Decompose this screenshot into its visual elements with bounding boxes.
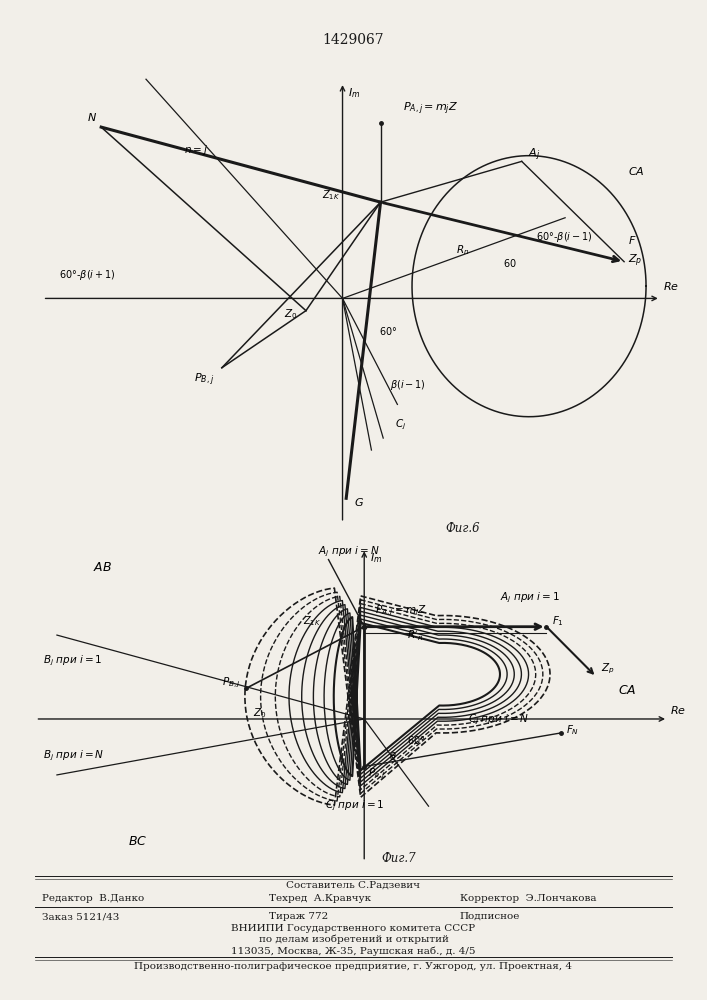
Text: Редактор  В.Данко: Редактор В.Данко bbox=[42, 894, 145, 903]
Text: $A_j$ при $i=1$: $A_j$ при $i=1$ bbox=[500, 591, 560, 605]
Text: $Z_p$: $Z_p$ bbox=[628, 253, 642, 269]
Text: $Re$: $Re$ bbox=[663, 280, 679, 292]
Text: Подписное: Подписное bbox=[460, 912, 520, 921]
Text: $Z_{1K}$: $Z_{1K}$ bbox=[303, 614, 322, 628]
Text: Корректор  Э.Лончакова: Корректор Э.Лончакова bbox=[460, 894, 596, 903]
Text: Производственно-полиграфическое предприятие, г. Ужгород, ул. Проектная, 4: Производственно-полиграфическое предприя… bbox=[134, 962, 573, 971]
Text: $CA$: $CA$ bbox=[618, 684, 636, 697]
Text: $F_N$: $F_N$ bbox=[566, 723, 580, 737]
Text: $AB$: $AB$ bbox=[93, 561, 112, 574]
Text: $G$: $G$ bbox=[354, 496, 363, 508]
Text: Фиг.7: Фиг.7 bbox=[382, 852, 416, 865]
Text: $CA$: $CA$ bbox=[629, 165, 645, 177]
Text: $P_{A,j}=m_j Z$: $P_{A,j}=m_j Z$ bbox=[375, 603, 426, 618]
Text: $\theta$: $\theta$ bbox=[390, 750, 397, 762]
Text: $n=j$: $n=j$ bbox=[184, 143, 209, 157]
Text: $Z_0$: $Z_0$ bbox=[284, 307, 297, 321]
Text: $60°$-$\beta(i-1)$: $60°$-$\beta(i-1)$ bbox=[537, 230, 593, 244]
Text: $R'_n$: $R'_n$ bbox=[407, 629, 423, 643]
Text: 1429067: 1429067 bbox=[322, 33, 385, 47]
Text: Составитель С.Радзевич: Составитель С.Радзевич bbox=[286, 881, 421, 890]
Text: $C_j$ при $i=N$: $C_j$ при $i=N$ bbox=[468, 712, 530, 727]
Text: по делам изобретений и открытий: по делам изобретений и открытий bbox=[259, 935, 448, 944]
Text: $60$: $60$ bbox=[503, 257, 517, 269]
Text: 113035, Москва, Ж-35, Раушская наб., д. 4/5: 113035, Москва, Ж-35, Раушская наб., д. … bbox=[231, 946, 476, 956]
Text: $\beta(i-1)$: $\beta(i-1)$ bbox=[390, 378, 426, 392]
Text: Заказ 5121/43: Заказ 5121/43 bbox=[42, 912, 119, 921]
Text: $B_j$ при $i=1$: $B_j$ при $i=1$ bbox=[42, 653, 102, 668]
Text: $A_j$ при $i=N$: $A_j$ при $i=N$ bbox=[317, 544, 380, 559]
Text: $I_m$: $I_m$ bbox=[349, 86, 361, 100]
Text: Тираж 772: Тираж 772 bbox=[269, 912, 328, 921]
Text: Техред  А.Кравчук: Техред А.Кравчук bbox=[269, 894, 370, 903]
Text: Фиг.6: Фиг.6 bbox=[445, 522, 480, 535]
Text: $60°$-$\beta(i+1)$: $60°$-$\beta(i+1)$ bbox=[59, 268, 116, 282]
Text: $Z_0$: $Z_0$ bbox=[253, 706, 267, 720]
Text: $60°$: $60°$ bbox=[407, 734, 426, 746]
Text: $BC$: $BC$ bbox=[129, 835, 148, 848]
Text: $C_j$ при $i=1$: $C_j$ при $i=1$ bbox=[325, 799, 385, 813]
Text: $P_{B,j}$: $P_{B,j}$ bbox=[194, 372, 214, 388]
Text: $C_j$: $C_j$ bbox=[395, 418, 407, 432]
Text: $A_j$: $A_j$ bbox=[527, 147, 540, 163]
Text: $P_{B,j}$: $P_{B,j}$ bbox=[221, 676, 240, 690]
Text: $I_m$: $I_m$ bbox=[370, 551, 382, 565]
Text: $B_j$ при $i=N$: $B_j$ при $i=N$ bbox=[42, 749, 104, 763]
Text: ВНИИПИ Государственного комитета СССР: ВНИИПИ Государственного комитета СССР bbox=[231, 924, 476, 933]
Text: $Re$: $Re$ bbox=[670, 704, 686, 716]
Text: $F_1$: $F_1$ bbox=[552, 614, 564, 628]
Text: $P_{A,j}=m_j Z$: $P_{A,j}=m_j Z$ bbox=[402, 100, 457, 117]
Text: $F$: $F$ bbox=[628, 234, 636, 246]
Text: $N$: $N$ bbox=[88, 111, 98, 123]
Text: $R_n$: $R_n$ bbox=[456, 244, 469, 257]
Text: $Z_{1K}$: $Z_{1K}$ bbox=[322, 188, 340, 202]
Text: $P_{c,j}$: $P_{c,j}$ bbox=[368, 767, 386, 781]
Text: $Z_p$: $Z_p$ bbox=[602, 662, 615, 676]
Text: $60°$: $60°$ bbox=[379, 325, 397, 337]
